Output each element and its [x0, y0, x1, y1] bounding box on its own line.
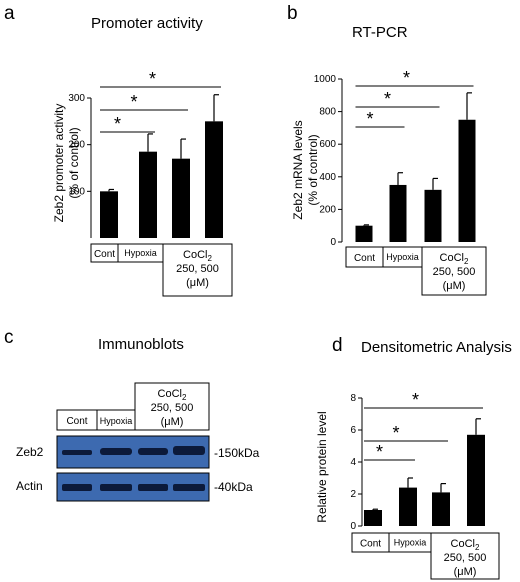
significance-asterisk: * — [149, 69, 156, 89]
panel-a-letter: a — [4, 3, 15, 24]
y-tick-label: 200 — [319, 204, 336, 215]
panel-d-title: Densitometric Analysis — [361, 339, 512, 356]
panel-a-title: Promoter activity — [91, 15, 203, 32]
label-box-cocl2 — [162, 243, 233, 297]
y-tick-label: 300 — [68, 93, 85, 104]
blot-label-cocl2: CoCl2 — [158, 388, 187, 402]
y-tick-label: 600 — [319, 139, 336, 150]
y-tick-label: 200 — [68, 140, 85, 151]
significance-asterisk: * — [403, 68, 410, 88]
y-tick-label: 0 — [350, 521, 356, 532]
y-tick-label: 0 — [330, 237, 336, 248]
y-tick-label: 6 — [350, 425, 356, 436]
label-hypoxia: Hypoxia — [394, 538, 427, 548]
panel-b-letter: b — [287, 3, 298, 24]
y-tick-label: 8 — [350, 393, 356, 404]
blot-band-zeb2-cont — [62, 450, 92, 455]
panel-b-ylabel-line2: (% of control) — [306, 134, 320, 205]
blot-row-label-zeb2: Zeb2 — [16, 445, 44, 459]
label-cocl2: CoCl2 — [183, 249, 212, 263]
bar-cont — [355, 225, 373, 242]
bar-cocl2-500 — [205, 121, 223, 238]
label-cocl2-conc: 250, 500 — [433, 266, 476, 278]
y-tick-label: 4 — [350, 457, 356, 468]
label-cont: Cont — [354, 253, 375, 264]
significance-asterisk: * — [114, 114, 121, 134]
blot-label-cont: Cont — [66, 416, 87, 427]
panel-b-ylabel-line1: Zeb2 mRNA levels — [291, 120, 305, 219]
label-cocl2-unit: (μM) — [443, 280, 466, 292]
bar-cocl2-250 — [432, 492, 450, 526]
significance-asterisk: * — [376, 442, 383, 462]
label-cocl2: CoCl2 — [440, 252, 469, 266]
bar-hypoxia — [389, 184, 407, 242]
label-cocl2: CoCl2 — [451, 538, 480, 552]
blot-marker-150kda: -150kDa — [214, 446, 260, 460]
panel-c-letter: c — [4, 327, 14, 348]
significance-asterisk: * — [384, 89, 391, 109]
bar-cont — [364, 510, 382, 526]
panel-b-title: RT-PCR — [352, 24, 408, 41]
label-box-cocl2 — [421, 246, 487, 296]
label-cocl2-unit: (μM) — [454, 566, 477, 578]
label-cocl2-unit: (μM) — [186, 277, 209, 289]
significance-asterisk: * — [412, 390, 419, 410]
chart-panel-b: 0 200 400 600 800 1000 * * * Cont Hypoxia CoCl2250,… — [314, 68, 487, 296]
label-cocl2-conc: 250, 500 — [444, 552, 487, 564]
blot-label-box-cocl2 — [134, 382, 210, 431]
significance-asterisk: * — [392, 423, 399, 443]
y-tick-label: 2 — [350, 489, 356, 500]
blot-band-actin-cocl2-500 — [173, 484, 205, 491]
bar-hypoxia — [399, 487, 417, 526]
blot-marker-40kda: -40kDa — [214, 480, 253, 494]
blot-band-actin-cont — [62, 484, 92, 491]
immunoblot: Cont Hypoxia CoCl2 250, 500 (μM) Zeb2 Ac… — [16, 382, 260, 502]
label-cont: Cont — [360, 539, 381, 550]
blot-band-actin-cocl2-250 — [138, 484, 168, 491]
label-cont: Cont — [94, 249, 115, 260]
panel-c-title: Immunoblots — [98, 336, 184, 353]
label-box-cocl2 — [430, 532, 500, 580]
bar-hypoxia — [139, 151, 157, 238]
blot-label-cocl2-unit: (μM) — [161, 416, 184, 428]
panel-d-ylabel: Relative protein level — [315, 411, 329, 522]
blot-label-cocl2-conc: 250, 500 — [151, 402, 194, 414]
significance-asterisk: * — [366, 109, 373, 129]
blot-band-actin-hypoxia — [100, 484, 132, 491]
blot-label-hypoxia: Hypoxia — [100, 416, 133, 426]
blot-band-zeb2-cocl2-500 — [173, 446, 205, 455]
bar-cocl2-250 — [424, 189, 442, 242]
bar-cont — [100, 191, 118, 238]
bar-cocl2-250 — [172, 158, 190, 238]
panel-a-ylabel-line1: Zeb2 promoter activity — [52, 104, 66, 223]
label-hypoxia: Hypoxia — [386, 252, 419, 262]
blot-row-label-actin: Actin — [16, 479, 43, 493]
panel-a-ylabel-line2: (% of control) — [67, 127, 81, 198]
label-cocl2-conc: 250, 500 — [176, 263, 219, 275]
panel-d-letter: d — [332, 335, 343, 356]
y-tick-label: 100 — [68, 186, 85, 197]
bar-cocl2-500 — [458, 119, 476, 242]
significance-asterisk: * — [130, 92, 137, 112]
y-tick-label: 1000 — [314, 74, 337, 85]
y-tick-label: 800 — [319, 107, 336, 118]
blot-band-zeb2-hypoxia — [100, 448, 132, 455]
y-tick-label: 400 — [319, 172, 336, 183]
blot-band-zeb2-cocl2-250 — [138, 448, 168, 455]
label-hypoxia: Hypoxia — [124, 248, 157, 258]
bar-cocl2-500 — [467, 434, 485, 526]
